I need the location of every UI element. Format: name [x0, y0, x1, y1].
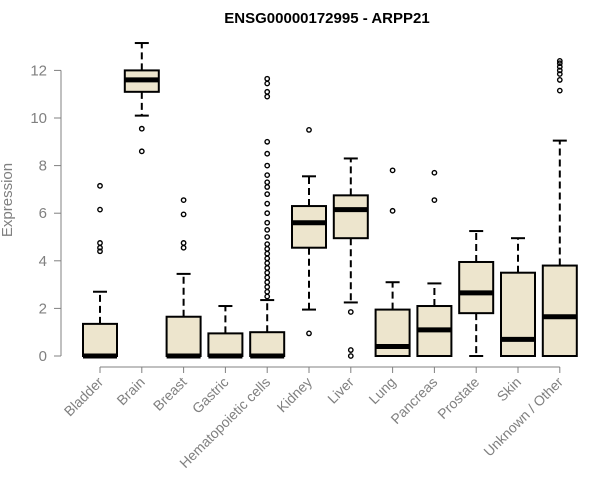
box-group	[165, 197, 202, 359]
x-tick-label: Breast	[150, 374, 190, 414]
outlier-point	[138, 125, 145, 132]
box	[500, 271, 536, 358]
x-tick-label: Kidney	[274, 374, 316, 416]
outlier-point	[264, 265, 271, 271]
outlier-point	[97, 240, 103, 246]
box-group	[541, 57, 578, 357]
outlier-point	[264, 162, 271, 169]
box-group	[332, 157, 369, 359]
outlier-point	[264, 150, 271, 157]
box	[291, 205, 327, 249]
x-tick-label: Liver	[324, 374, 357, 407]
outlier-point	[347, 353, 354, 359]
y-tick-label: 4	[39, 253, 47, 270]
outlier-point	[180, 197, 187, 204]
outlier-point	[264, 274, 271, 281]
outlier-point	[264, 184, 271, 190]
outlier-point	[264, 279, 271, 286]
box-group	[500, 237, 536, 358]
y-tick-label: 8	[39, 158, 47, 175]
outlier-point	[264, 80, 271, 87]
box-group	[374, 167, 411, 357]
outlier-point	[264, 250, 271, 257]
outlier-point	[556, 57, 563, 64]
outlier-point	[264, 179, 271, 186]
x-tick-label: Unknown / Other	[480, 374, 566, 460]
outlier-point	[556, 67, 563, 74]
outlier-point	[347, 309, 354, 315]
y-axis: 0 2 4 6 8 10 12	[30, 62, 62, 365]
outlier-point	[180, 244, 187, 251]
outlier-point	[389, 207, 396, 214]
outlier-point	[431, 169, 438, 176]
outlier-point	[138, 148, 145, 155]
box	[165, 315, 202, 358]
box-group	[291, 126, 327, 337]
outlier-point	[264, 191, 271, 198]
box	[332, 194, 369, 240]
outlier-point	[97, 244, 103, 251]
outlier-point	[264, 75, 271, 82]
outlier-point	[264, 172, 271, 179]
outlier-point	[556, 77, 563, 83]
outlier-point	[264, 200, 271, 207]
outlier-point	[306, 126, 312, 133]
y-tick-label: 0	[39, 348, 47, 365]
box-group	[416, 169, 453, 357]
box-group	[458, 230, 495, 357]
outlier-point	[556, 63, 563, 70]
outlier-point	[264, 255, 271, 262]
outlier-point	[347, 347, 354, 353]
outlier-point	[264, 260, 271, 267]
x-tick-label: Prostate	[434, 374, 482, 422]
box	[249, 331, 286, 358]
outlier-point	[264, 234, 271, 240]
outlier-point	[431, 197, 438, 204]
outlier-point	[264, 138, 271, 145]
outlier-point	[264, 88, 271, 95]
x-tick-label: Skin	[494, 374, 525, 405]
y-tick-label: 6	[39, 205, 47, 222]
outlier-point	[264, 241, 271, 248]
outlier-point	[556, 60, 563, 67]
x-tick-label: Brain	[113, 374, 147, 408]
outlier-point	[264, 245, 271, 252]
x-tick-label: Bladder	[61, 374, 107, 420]
box	[374, 308, 411, 357]
outlier-point	[180, 211, 187, 218]
outlier-point	[389, 167, 396, 174]
box-group	[207, 305, 244, 359]
box-group	[249, 75, 286, 359]
x-tick-label: Lung	[365, 374, 398, 407]
outlier-point	[556, 71, 563, 77]
outlier-point	[264, 293, 271, 300]
outlier-point	[264, 269, 271, 276]
box	[541, 264, 578, 357]
outlier-point	[97, 248, 103, 255]
box-group	[82, 182, 118, 359]
outlier-point	[180, 240, 187, 246]
outlier-point	[264, 210, 271, 217]
outlier-point	[264, 226, 271, 233]
outlier-point	[264, 288, 271, 295]
outlier-point	[306, 330, 312, 337]
outlier-point	[97, 182, 103, 189]
outlier-point	[264, 284, 271, 290]
y-axis-label: Expression	[0, 163, 16, 237]
box	[82, 322, 118, 357]
outlier-point	[97, 206, 103, 213]
y-tick-label: 10	[30, 110, 47, 127]
box	[207, 332, 244, 358]
box	[458, 260, 495, 315]
y-tick-label: 2	[39, 300, 47, 317]
box-group	[123, 42, 160, 155]
plot-area	[82, 42, 578, 359]
outlier-point	[264, 219, 271, 226]
chart-title: ENSG00000172995 - ARPP21	[224, 10, 429, 27]
y-tick-label: 12	[30, 62, 47, 79]
outlier-point	[264, 93, 271, 100]
outlier-point	[556, 87, 563, 94]
